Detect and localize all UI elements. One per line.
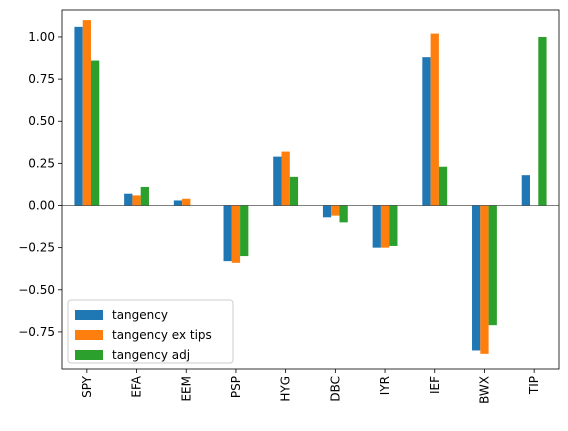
y-tick-label: 1.00	[28, 30, 55, 44]
bar-tangency-adj-BWX	[488, 205, 497, 326]
bar-tangency-adj-IYR	[389, 205, 398, 246]
y-tick-label: 0.25	[28, 156, 55, 170]
bar-tangency-EFA	[124, 193, 133, 206]
bar-tangency-TIP	[521, 175, 531, 206]
x-axis: SPY EFA EEM PSP HYG DBC IYR IEF BWX TIP	[80, 369, 541, 404]
legend-label-tangency-adj: tangency adj	[112, 348, 190, 362]
legend-swatch-tangency	[75, 310, 103, 320]
legend: tangency tangency ex tips tangency adj	[67, 299, 234, 364]
y-tick-label: 0.75	[28, 72, 55, 86]
bar-tangency-ex-tips-IYR	[380, 205, 390, 248]
x-tick-label-TIP: TIP	[527, 376, 541, 395]
bar-tangency-adj-DBC	[339, 205, 348, 223]
bar-tangency-ex-tips-IEF	[430, 33, 439, 206]
x-tick-label-SPY: SPY	[80, 375, 94, 398]
bar-tangency-ex-tips-DBC	[331, 205, 340, 216]
y-tick-label: −0.50	[18, 283, 55, 297]
bar-tangency-PSP	[223, 205, 232, 262]
bar-tangency-ex-tips-PSP	[231, 205, 241, 263]
x-tick-label-EEM: EEM	[179, 376, 193, 402]
bar-tangency-adj-IEF	[438, 166, 448, 206]
bar-tangency-BWX	[472, 205, 481, 351]
y-tick-label: 0.50	[28, 114, 55, 128]
x-tick-label-PSP: PSP	[229, 376, 243, 398]
legend-swatch-tangency-adj	[75, 350, 103, 360]
bar-tangency-ex-tips-EEM	[182, 198, 191, 206]
legend-label-tangency-ex-tips: tangency ex tips	[112, 328, 212, 342]
bar-tangency-adj-HYG	[289, 176, 299, 206]
x-tick-label-HYG: HYG	[279, 376, 293, 402]
x-tick-label-IYR: IYR	[378, 376, 392, 395]
bar-tangency-ex-tips-HYG	[281, 151, 290, 206]
bar-tangency-ex-tips-BWX	[480, 205, 489, 354]
bar-tangency-ex-tips-SPY	[82, 20, 91, 206]
bar-tangency-adj-TIP	[538, 36, 547, 206]
bars	[74, 20, 547, 354]
bar-tangency-adj-PSP	[240, 205, 249, 257]
bar-tangency-HYG	[273, 156, 282, 206]
y-axis: −0.75 −0.50 −0.25 0.00 0.25 0.50 0.75 1.00	[18, 30, 62, 339]
x-tick-label-DBC: DBC	[328, 376, 342, 402]
plot-frame	[61, 9, 560, 370]
bar-tangency-IYR	[372, 205, 381, 248]
y-tick-label: 0.00	[28, 199, 55, 213]
legend-label-tangency: tangency	[112, 308, 168, 322]
legend-swatch-tangency-ex-tips	[75, 330, 103, 340]
x-tick-label-BWX: BWX	[477, 376, 491, 404]
bar-tangency-EEM	[173, 200, 183, 206]
bar-tangency-IEF	[422, 57, 431, 206]
bar-tangency-adj-EFA	[140, 186, 149, 206]
x-tick-label-EFA: EFA	[130, 375, 144, 397]
y-tick-label: −0.25	[18, 241, 55, 255]
bar-tangency-adj-SPY	[90, 60, 100, 206]
bar-tangency-SPY	[74, 26, 83, 206]
y-tick-label: −0.75	[18, 325, 55, 339]
legend-box	[67, 299, 234, 364]
bar-tangency-DBC	[322, 205, 332, 218]
x-tick-label-IEF: IEF	[428, 376, 442, 394]
bar-tangency-ex-tips-EFA	[132, 195, 141, 206]
